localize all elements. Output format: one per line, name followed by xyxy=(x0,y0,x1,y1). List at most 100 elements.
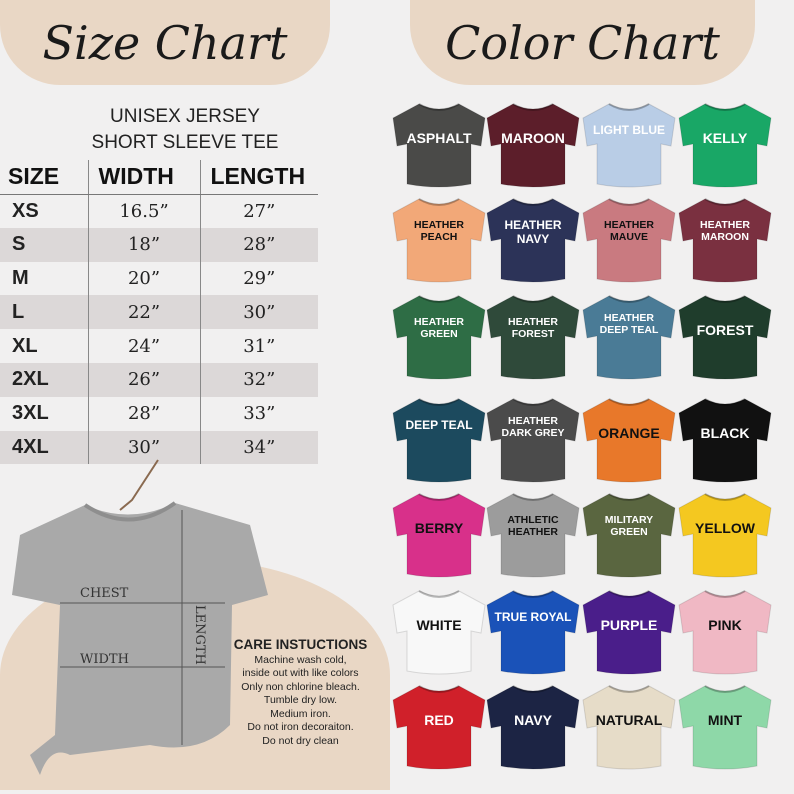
color-name: MAROON xyxy=(501,130,565,146)
subtitle-line: UNISEX JERSEY xyxy=(110,106,260,127)
size-row: 2XL 26” 32” xyxy=(0,362,318,397)
size-row: 4XL 30” 34” xyxy=(0,430,318,465)
chest-label: CHEST xyxy=(80,586,129,601)
color-swatch: HEATHER DEEP TEAL xyxy=(579,292,679,382)
color-name: ASPHALT xyxy=(406,130,472,146)
color-swatch: HEATHER PEACH xyxy=(389,195,489,285)
color-swatch: MILITARY GREEN xyxy=(579,490,679,580)
color-chart-title: Color Chart xyxy=(410,0,755,85)
color-name: HEATHER PEACH xyxy=(414,219,464,244)
color-name: KELLY xyxy=(702,130,748,146)
width-cell: 16.5” xyxy=(87,194,200,228)
tshirt-icon xyxy=(582,198,676,283)
care-line: Only non chlorine bleach. xyxy=(241,680,360,693)
care-line: Machine wash cold, xyxy=(254,653,347,666)
color-swatch: HEATHER MAROON xyxy=(675,195,775,285)
color-swatch: HEATHER FOREST xyxy=(483,292,583,382)
color-swatch: NAVY xyxy=(483,682,583,772)
tshirt-icon xyxy=(486,685,580,770)
color-name: BLACK xyxy=(700,425,750,441)
size-row: L 22” 30” xyxy=(0,295,318,330)
tshirt-icon xyxy=(486,295,580,380)
length-cell: 34” xyxy=(199,430,318,465)
color-swatch: LIGHT BLUE xyxy=(579,100,679,190)
color-name: NAVY xyxy=(514,712,552,728)
color-name: ATHLETIC HEATHER xyxy=(507,514,559,539)
subtitle-line: SHORT SLEEVE TEE xyxy=(91,132,279,153)
care-title: CARE INSTUCTIONS xyxy=(233,637,368,652)
color-name: HEATHER FOREST xyxy=(508,316,558,341)
tshirt-icon xyxy=(678,590,772,675)
color-name: HEATHER DARK GREY xyxy=(501,415,565,440)
color-name: HEATHER GREEN xyxy=(414,316,464,341)
color-name: BERRY xyxy=(414,520,464,536)
color-swatch: TRUE ROYAL xyxy=(483,587,583,677)
length-cell: 30” xyxy=(199,295,318,330)
width-label: WIDTH xyxy=(80,652,129,667)
tshirt-icon xyxy=(486,398,580,483)
color-swatch: FOREST xyxy=(675,292,775,382)
tshirt-icon xyxy=(678,398,772,483)
product-subtitle: UNISEX JERSEY SHORT SLEEVE TEE xyxy=(60,104,310,156)
length-cell: 32” xyxy=(199,362,318,397)
header-length: LENGTH xyxy=(199,160,318,195)
width-cell: 30” xyxy=(87,430,200,465)
tshirt-icon xyxy=(392,295,486,380)
color-swatch: ORANGE xyxy=(579,395,679,485)
color-swatch: NATURAL xyxy=(579,682,679,772)
hanger-icon xyxy=(119,459,159,511)
tshirt-icon xyxy=(486,103,580,188)
infographic: Size Chart Color Chart UNISEX JERSEY SHO… xyxy=(0,0,775,790)
tshirt-icon xyxy=(486,198,580,283)
width-cell: 24” xyxy=(87,329,200,363)
color-swatch: PINK xyxy=(675,587,775,677)
color-name: PURPLE xyxy=(600,617,658,633)
color-name: ORANGE xyxy=(598,425,660,441)
tee-shape xyxy=(12,503,268,775)
tshirt-icon xyxy=(582,103,676,188)
length-cell: 33” xyxy=(199,396,318,431)
care-line: inside out with like colors xyxy=(242,667,359,679)
color-name: DEEP TEAL xyxy=(405,418,473,432)
color-name: TRUE ROYAL xyxy=(494,610,572,624)
tshirt-icon xyxy=(392,198,486,283)
width-cell: 26” xyxy=(87,362,200,397)
color-name: MILITARY GREEN xyxy=(604,514,654,539)
size-cell: XL xyxy=(12,334,38,357)
color-swatch: ASPHALT xyxy=(389,100,489,190)
tshirt-icon xyxy=(582,590,676,675)
color-swatch: DEEP TEAL xyxy=(389,395,489,485)
size-cell: 2XL xyxy=(0,362,88,397)
size-cell: S xyxy=(0,227,88,262)
width-cell: 18” xyxy=(87,227,200,262)
length-cell: 28” xyxy=(199,227,318,262)
color-name: MINT xyxy=(707,712,743,728)
tshirt-icon xyxy=(582,685,676,770)
color-name: HEATHER DEEP TEAL xyxy=(599,312,659,337)
color-name: LIGHT BLUE xyxy=(593,123,665,137)
care-line: Medium iron. xyxy=(270,707,331,720)
length-cell: 29” xyxy=(199,261,318,296)
color-swatch: BLACK xyxy=(675,395,775,485)
size-row: M 20” 29” xyxy=(0,261,318,296)
size-cell: 4XL xyxy=(0,430,88,465)
color-name: HEATHER MAUVE xyxy=(604,219,654,244)
color-name: HEATHER NAVY xyxy=(504,218,562,246)
color-name: PINK xyxy=(708,617,742,633)
color-name: FOREST xyxy=(696,322,754,338)
width-cell: 28” xyxy=(87,396,200,431)
header-width: WIDTH xyxy=(87,160,200,195)
tshirt-icon xyxy=(678,295,772,380)
length-label: LENGTH xyxy=(192,605,207,665)
color-swatch: BERRY xyxy=(389,490,489,580)
color-swatch: HEATHER MAUVE xyxy=(579,195,679,285)
color-swatch: MINT xyxy=(675,682,775,772)
color-swatch: PURPLE xyxy=(579,587,679,677)
care-instructions: CARE INSTUCTIONS Machine wash cold, insid… xyxy=(218,638,383,748)
size-chart-title: Size Chart xyxy=(0,0,330,85)
tshirt-icon xyxy=(392,685,486,770)
size-cell: 3XL xyxy=(12,402,49,425)
color-name: NATURAL xyxy=(595,712,663,728)
tshirt-icon xyxy=(392,103,486,188)
tshirt-icon xyxy=(678,685,772,770)
